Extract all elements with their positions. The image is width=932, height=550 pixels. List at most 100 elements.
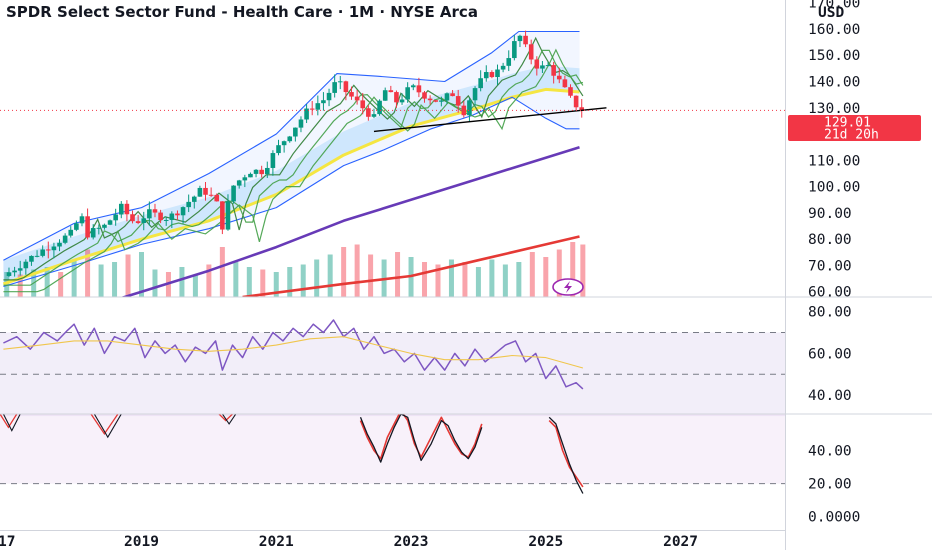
candle-up	[545, 65, 551, 67]
candle-down	[388, 90, 394, 93]
candle-up	[6, 272, 12, 276]
candle-down	[259, 169, 264, 175]
price-axis[interactable]: 170.00160.00150.00140.00130.00120.00110.…	[808, 0, 860, 301]
volume-bar	[112, 262, 118, 297]
time-tick-label: 17	[0, 534, 15, 550]
volume-bar	[529, 252, 535, 297]
price-tick-label: 170.00	[808, 0, 860, 12]
volume-bar	[422, 262, 428, 297]
price-pane[interactable]	[2, 30, 607, 332]
ema-ribbon-line	[3, 48, 584, 293]
candle-up	[337, 81, 343, 83]
volume-bar	[395, 252, 401, 297]
stochastic-axis[interactable]: 40.00 20.00 0.0000	[808, 443, 860, 525]
candle-down	[534, 59, 540, 69]
ma-20-line	[2, 87, 580, 286]
candle-down	[573, 95, 579, 108]
candle-down	[360, 100, 366, 109]
stochastic-pane[interactable]	[0, 384, 785, 494]
candle-down	[556, 75, 562, 80]
price-tick-label: 60.00	[808, 285, 852, 301]
stoch-d-line	[221, 414, 237, 425]
candle-up	[141, 218, 147, 223]
candle-up	[293, 127, 298, 137]
candle-up	[118, 203, 124, 215]
volume-bar	[246, 267, 252, 297]
candle-up	[399, 99, 405, 103]
candle-up	[96, 227, 102, 229]
price-tick-label: 100.00	[808, 180, 860, 196]
volume-bar	[502, 264, 508, 297]
volume-bar	[71, 259, 77, 297]
candle-down	[422, 92, 427, 99]
candle-up	[281, 141, 287, 146]
bar-countdown: 21d 20h	[824, 128, 879, 143]
candle-down	[489, 72, 495, 78]
candle-up	[377, 100, 382, 115]
ema-ribbon-line	[3, 36, 584, 281]
volume-bar	[368, 254, 374, 297]
stoch-band-fill	[0, 414, 785, 484]
candle-up	[253, 169, 259, 174]
candle-down	[450, 93, 455, 97]
price-tick-label: 150.00	[808, 48, 860, 64]
rsi-tick-label: 40.00	[808, 388, 852, 404]
volume-bar	[139, 252, 145, 297]
ema-ribbon-line	[3, 49, 584, 286]
candle-up	[191, 196, 197, 202]
volume-bar	[58, 272, 64, 297]
volume-bar	[543, 257, 549, 297]
lightning-icon[interactable]	[552, 278, 584, 296]
candle-down	[528, 44, 534, 60]
candle-up	[169, 213, 175, 220]
stoch-k-line	[548, 420, 584, 488]
candle-up	[410, 85, 416, 88]
candle-up	[163, 219, 169, 221]
volume-bar	[273, 272, 279, 297]
rsi-tick-label: 60.00	[808, 346, 852, 362]
rsi-ma-line	[3, 336, 584, 369]
stoch-d-line	[2, 414, 21, 432]
candle-up	[231, 185, 236, 202]
currency-label: USD	[818, 5, 844, 21]
stoch-d-line	[359, 414, 483, 463]
volume-bar	[44, 267, 50, 297]
candle-down	[416, 85, 422, 93]
stoch-k-line	[218, 414, 233, 422]
candle-up	[79, 216, 85, 224]
time-axis[interactable]: 17 2019 2021 2023 2025 2027	[0, 534, 698, 550]
candle-down	[45, 249, 51, 251]
candle-up	[483, 72, 489, 79]
candle-up	[107, 220, 113, 225]
candle-up	[512, 41, 517, 59]
candle-up	[264, 167, 270, 175]
candle-down	[130, 214, 135, 222]
chart-title: SPDR Select Sector Fund - Health Care · …	[6, 3, 478, 21]
candle-up	[332, 82, 337, 93]
candle-up	[34, 255, 40, 257]
moving-averages	[2, 30, 584, 297]
volume-bar	[4, 272, 10, 297]
candle-up	[57, 242, 62, 247]
candle-up	[500, 65, 506, 70]
rsi-pane[interactable]	[0, 319, 785, 416]
rsi-axis[interactable]: 80.00 60.00 40.00	[808, 305, 852, 405]
stoch-d-line	[93, 414, 122, 439]
ma-50-line	[120, 145, 580, 297]
volume-bar	[219, 247, 225, 297]
candle-up	[23, 261, 29, 269]
last-price-value: 129.01	[824, 116, 871, 131]
price-tick-label: 110.00	[808, 153, 860, 169]
candle-down	[455, 96, 461, 106]
candle-up	[467, 100, 472, 116]
candle-up	[287, 136, 293, 142]
volume-bar	[85, 249, 91, 297]
candle-down	[214, 194, 220, 202]
candle-down	[135, 221, 141, 223]
candle-down	[309, 108, 315, 110]
volume-bar	[260, 269, 266, 297]
candle-up	[315, 103, 321, 110]
candle-up	[444, 93, 450, 101]
time-tick-label: 2019	[124, 534, 159, 550]
